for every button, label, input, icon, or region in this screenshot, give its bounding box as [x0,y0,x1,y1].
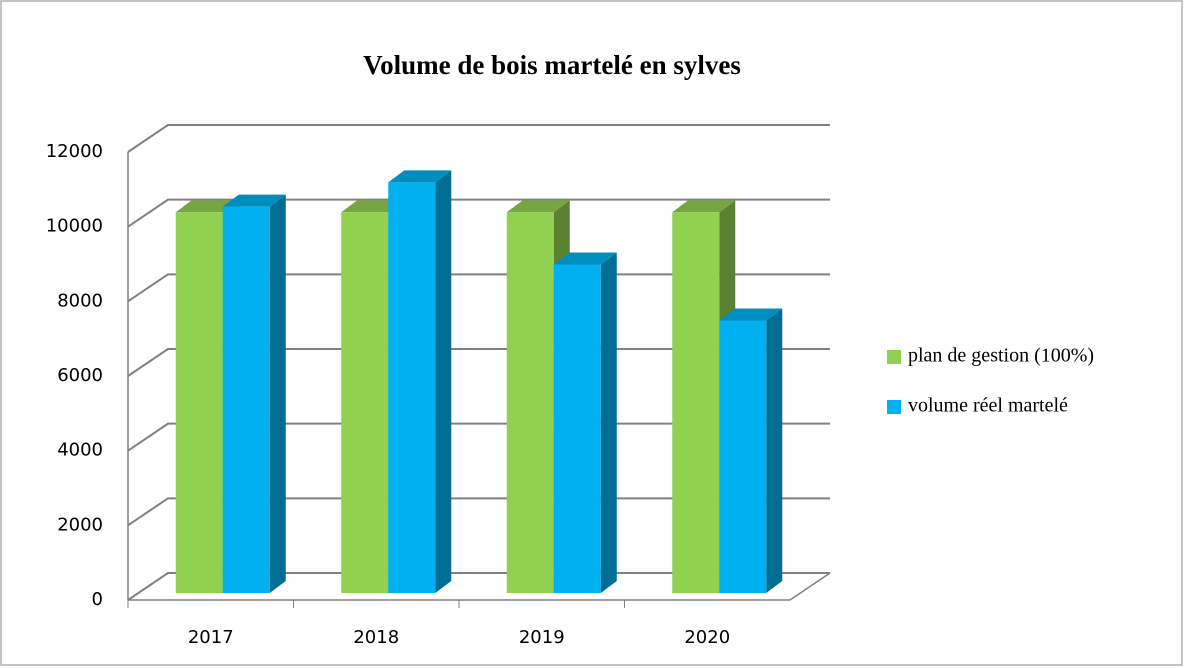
legend-swatch [887,350,901,364]
bar [388,170,452,594]
bar [222,194,286,593]
grid-line [127,124,830,153]
bar-face [719,320,767,593]
chart-title: Volume de bois martelé en sylves [363,50,741,80]
bar-face [175,212,223,593]
bar-face [600,252,617,593]
bar-face [672,200,736,213]
x-tick-label: 2019 [519,627,565,648]
bar-face [269,194,286,593]
legend-swatch [887,400,901,414]
bar-face [553,252,617,265]
bar-face [719,308,783,321]
bar-face [435,170,452,594]
bar-face [222,194,286,207]
y-tick-label: 2000 [57,514,103,535]
bar-face [222,206,270,593]
bar [553,252,617,593]
bar-face [388,170,452,183]
floor-edge [789,572,831,601]
x-tick-label: 2017 [188,627,234,648]
bar-face [553,264,601,593]
bar-face [506,200,570,213]
bar-face [766,308,783,593]
y-tick-label: 6000 [57,365,103,386]
y-tick-label: 4000 [57,440,103,461]
bar-face [672,212,720,593]
bar-face [388,182,436,594]
x-tick-label: 2020 [684,627,730,648]
x-tick-label: 2018 [353,627,399,648]
bar [719,308,783,593]
bar-face [506,212,554,593]
y-tick-label: 0 [92,589,103,610]
legend-label: plan de gestion (100%) [908,345,1094,367]
y-tick-label: 10000 [46,216,103,237]
legend-label: volume réel martelé [908,395,1068,417]
y-tick-label: 12000 [46,141,103,162]
y-tick-label: 8000 [57,290,103,311]
grid-line [127,198,830,228]
bar-face [341,212,389,593]
